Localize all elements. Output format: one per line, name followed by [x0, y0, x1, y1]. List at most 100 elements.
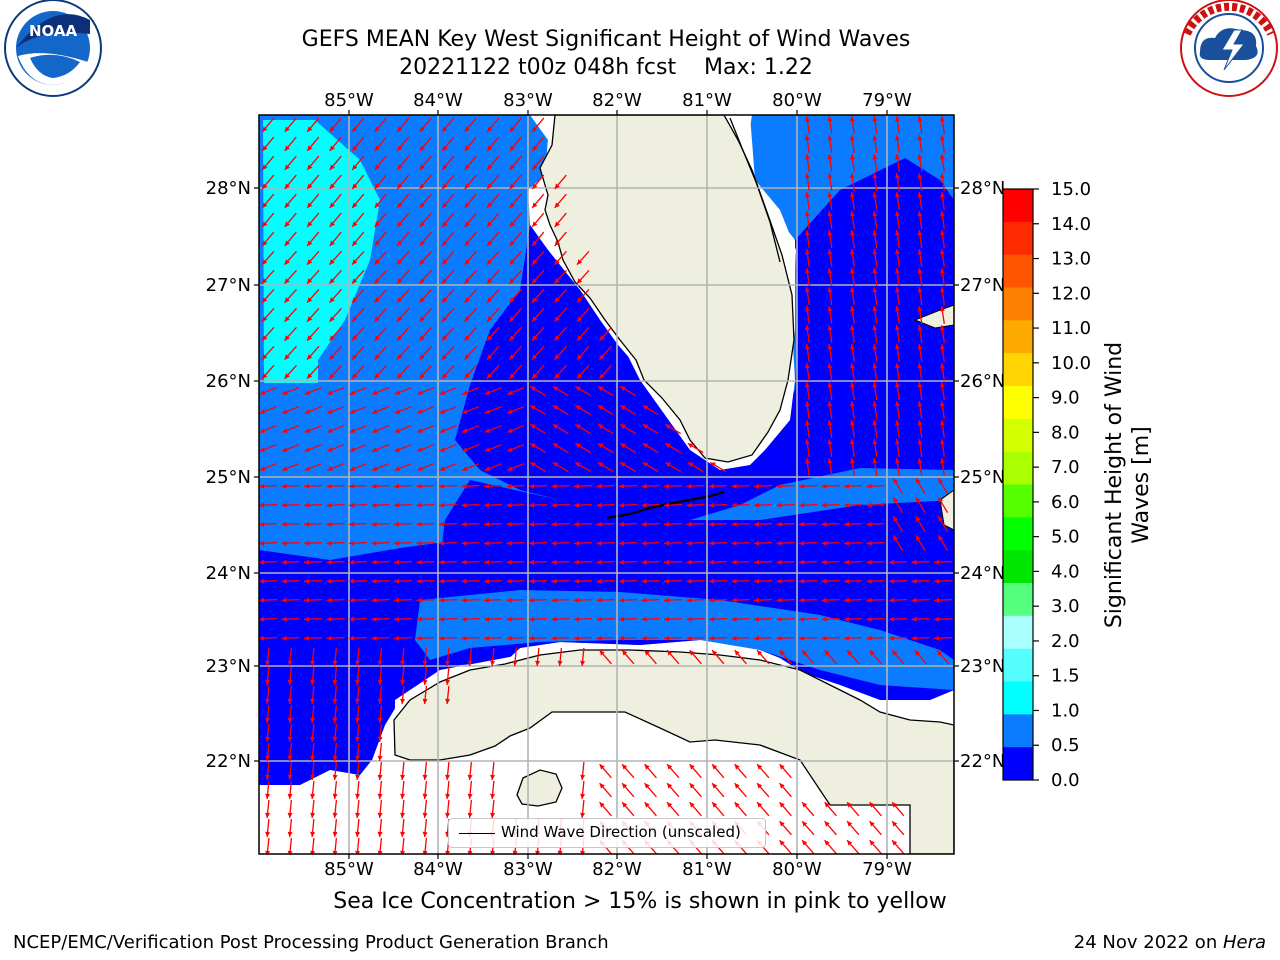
wave-arrow-head: [394, 521, 400, 527]
wave-arrow-head: [934, 578, 940, 584]
wave-arrow-head: [824, 821, 830, 827]
wave-arrow-head: [827, 249, 833, 255]
lat-label-left: 25°N: [206, 467, 251, 488]
wave-arrow-head: [712, 764, 718, 770]
wave-arrow-head: [265, 755, 271, 761]
wave-arrow-head: [620, 443, 626, 449]
wave-arrow-head: [461, 578, 467, 584]
wave-arrow-head: [400, 660, 406, 666]
wave-arrow-head: [872, 420, 878, 426]
wave-arrow-head: [351, 335, 358, 341]
wave-arrow-head: [349, 447, 356, 452]
wave-arrow-head: [371, 616, 377, 622]
wave-arrow-head: [847, 802, 853, 808]
wave-arrow-head: [827, 268, 833, 274]
wave-arrow-head: [554, 259, 560, 265]
wave-arrow-head: [710, 462, 716, 468]
colorbar-frame: [1002, 188, 1034, 781]
wave-arrow-head: [779, 650, 785, 656]
wave-arrow-head: [506, 597, 512, 603]
wave-arrow-head: [687, 462, 694, 468]
wave-arrow-head: [754, 597, 760, 603]
wave-arrow-head: [371, 578, 377, 584]
colorbar-swatch: [1003, 615, 1033, 650]
wave-arrow-head: [394, 447, 401, 452]
wave-arrow-head: [439, 466, 446, 471]
wave-arrow-head: [576, 354, 583, 360]
wave-arrow-head: [377, 812, 383, 818]
wave-arrow-head: [377, 755, 383, 761]
wave-arrow-head: [349, 390, 356, 395]
wave-arrow-head: [535, 850, 541, 854]
wave-arrow-head: [464, 259, 470, 265]
wave-arrow-head: [799, 540, 805, 546]
wave-arrow-head: [576, 259, 583, 265]
lon-label-top: 82°W: [592, 90, 642, 111]
wave-arrow-head: [821, 616, 827, 622]
wave-arrow-head: [394, 540, 400, 546]
wave-arrow-head: [349, 483, 355, 489]
lat-label-left: 26°N: [206, 371, 251, 392]
wave-arrow-head: [326, 502, 332, 508]
wave-arrow-head: [439, 559, 445, 565]
wave-arrow-head: [667, 783, 673, 789]
wave-arrow-head: [374, 297, 380, 303]
wave-arrow-head: [284, 145, 290, 151]
wave-arrow-head: [377, 698, 383, 704]
wave-arrow-head: [484, 390, 491, 395]
wave-arrow-head: [597, 443, 604, 449]
wave-arrow-head: [261, 259, 268, 265]
wave-arrow-head: [620, 462, 626, 468]
wave-arrow-head: [419, 221, 425, 227]
wave-arrow-head: [804, 420, 810, 426]
wave-arrow-head: [462, 428, 468, 433]
wave-arrow-head: [284, 183, 290, 189]
wave-arrow-head: [596, 540, 602, 546]
wave-arrow-head: [487, 145, 493, 151]
wave-arrow-head: [461, 521, 467, 527]
wave-arrow-head: [619, 616, 625, 622]
gridlines: [259, 115, 954, 854]
wave-arrow-head: [914, 650, 920, 656]
wave-arrow-head: [849, 363, 855, 369]
wave-arrow-head: [827, 420, 833, 426]
wave-arrow-head: [284, 335, 290, 341]
wave-arrow-head: [667, 650, 673, 656]
wave-arrow-head: [847, 821, 853, 827]
wave-arrow-head: [486, 354, 493, 360]
wave-arrow-head: [619, 635, 625, 641]
wave-arrow-head: [506, 483, 512, 489]
wave-arrow-head: [484, 635, 490, 641]
wave-arrow-head: [484, 428, 491, 433]
wave-arrow-head: [596, 521, 602, 527]
wave-arrow-head: [332, 717, 338, 723]
wave-arrow-head: [827, 344, 833, 350]
wave-arrow-head: [486, 373, 493, 379]
wave-arrow-head: [821, 502, 827, 508]
wave-arrow-head: [262, 221, 268, 227]
wave-arrow-head: [754, 483, 760, 489]
wave-arrow-head: [287, 736, 293, 742]
wave-arrow-head: [509, 316, 515, 322]
wave-arrow-head: [844, 578, 850, 584]
wave-arrow-head: [917, 268, 923, 274]
wave-arrow-head: [439, 540, 445, 546]
wave-arrow-head: [439, 428, 446, 433]
wave-arrow-head: [355, 850, 361, 854]
wave-arrow-head: [310, 774, 316, 780]
wave-arrow-head: [754, 540, 760, 546]
wave-arrow-head: [374, 316, 380, 322]
wave-arrow-head: [351, 316, 358, 322]
wave-arrow-head: [461, 616, 467, 622]
wave-arrow-head: [821, 521, 827, 527]
wave-arrow-head: [686, 597, 692, 603]
wave-arrow-head: [622, 802, 628, 808]
wave-arrow-head: [310, 660, 316, 666]
wave-arrow-head: [894, 325, 900, 331]
wave-arrow-head: [484, 502, 490, 508]
wave-arrow-head: [552, 405, 559, 411]
wave-arrow-head: [620, 424, 626, 430]
wave-arrow-head: [306, 373, 313, 379]
sea-ice-note: Sea Ice Concentration > 15% is shown in …: [333, 889, 947, 914]
wave-arrow-head: [804, 458, 810, 464]
